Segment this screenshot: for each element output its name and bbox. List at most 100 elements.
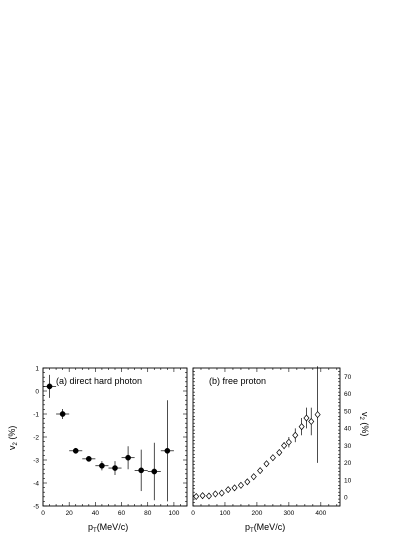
b-marker bbox=[257, 467, 264, 475]
panel-a-title: (a) direct hard photon bbox=[56, 376, 142, 386]
panel-a-data-points bbox=[43, 374, 174, 502]
panel-a-x-axis-label-sub: T bbox=[93, 528, 97, 534]
panel-a-x-axis-label-rest: (MeV/c) bbox=[97, 522, 129, 532]
b-y-tick-label: 50 bbox=[344, 408, 352, 415]
a-data-point bbox=[147, 442, 161, 501]
b-data-point bbox=[250, 473, 257, 481]
b-data-point bbox=[205, 492, 212, 500]
b-marker bbox=[199, 492, 206, 500]
a-y-tick-label: -4 bbox=[33, 480, 39, 487]
a-x-tick-label: 100 bbox=[168, 510, 179, 517]
a-marker bbox=[72, 447, 79, 454]
b-marker bbox=[303, 414, 310, 422]
b-marker bbox=[292, 431, 299, 439]
b-data-point bbox=[237, 481, 244, 489]
a-marker bbox=[85, 456, 92, 462]
b-marker bbox=[218, 489, 225, 497]
panel-b-title: (b) free proton bbox=[209, 376, 266, 386]
a-data-point bbox=[121, 446, 135, 470]
b-data-point bbox=[281, 442, 288, 450]
b-x-tick-label: 100 bbox=[220, 510, 231, 517]
panel-a-frame bbox=[42, 367, 188, 507]
a-marker bbox=[151, 468, 158, 475]
b-marker bbox=[231, 484, 238, 492]
panel-b-x-axis-label-rest: (MeV/c) bbox=[254, 522, 286, 532]
panel-b-y-axis-label-main: v bbox=[360, 412, 370, 417]
a-y-tick-label: 0 bbox=[35, 388, 39, 395]
b-data-point bbox=[244, 478, 251, 486]
b-marker bbox=[285, 438, 292, 446]
b-data-point bbox=[314, 366, 321, 463]
b-data-point bbox=[276, 448, 283, 457]
b-data-point bbox=[269, 454, 276, 462]
b-data-point bbox=[298, 418, 305, 436]
b-marker bbox=[193, 492, 200, 501]
panel-a-x-axis-label: pT(MeV/c) bbox=[88, 522, 128, 534]
b-data-point bbox=[225, 486, 232, 494]
b-data-point bbox=[199, 492, 206, 500]
b-marker bbox=[298, 423, 305, 431]
b-data-point bbox=[257, 467, 264, 475]
panel-a-y-axis-label-sub: 2 bbox=[13, 442, 19, 446]
panel-b-x-axis-label: pT(MeV/c) bbox=[245, 522, 285, 534]
a-x-tick-label: 0 bbox=[41, 510, 45, 517]
panel-b-free-proton: (b) free proton 0 100 200 300 400 0 10 20 30 40 50… bbox=[191, 366, 370, 534]
a-y-tick-label: -5 bbox=[33, 503, 39, 510]
b-y-tick-label: 0 bbox=[344, 495, 348, 502]
a-marker bbox=[125, 454, 131, 461]
a-y-tick-label: -1 bbox=[33, 411, 39, 418]
b-x-tick-label: 200 bbox=[251, 510, 262, 517]
b-y-tick-label: 20 bbox=[344, 460, 352, 467]
b-data-point bbox=[292, 428, 299, 443]
b-marker bbox=[212, 490, 219, 498]
b-y-tick-label: 40 bbox=[344, 426, 352, 433]
b-marker bbox=[308, 417, 315, 426]
panel-b-y-axis-label-sub: 2 bbox=[358, 417, 364, 421]
panel-a-direct-hard-photon: (a) direct hard photon 0 20 40 60 80 100-5-4-… bbox=[7, 365, 188, 534]
a-data-point bbox=[69, 447, 83, 454]
b-y-tick-label: 10 bbox=[344, 477, 352, 484]
b-data-point bbox=[231, 484, 238, 492]
b-marker bbox=[263, 460, 270, 468]
a-marker bbox=[138, 467, 145, 474]
a-y-tick-label: -2 bbox=[33, 434, 39, 441]
a-data-point bbox=[108, 461, 122, 475]
b-data-point bbox=[303, 407, 310, 429]
a-data-point bbox=[134, 449, 148, 492]
b-marker bbox=[281, 442, 288, 450]
panel-b-x-axis-label-main: p bbox=[245, 522, 250, 532]
panel-b-y-axis-label: v2 (%) bbox=[358, 412, 370, 436]
b-marker bbox=[276, 448, 283, 457]
a-data-point bbox=[95, 461, 109, 471]
panel-a-ticks bbox=[42, 367, 188, 507]
panel-a-x-axis-label-main: p bbox=[88, 522, 93, 532]
a-marker bbox=[59, 411, 66, 417]
a-marker bbox=[99, 462, 105, 469]
b-data-point bbox=[212, 490, 219, 498]
b-y-tick-label: 60 bbox=[344, 391, 352, 398]
panel-a-y-axis-label-main: v bbox=[7, 445, 17, 450]
b-marker bbox=[237, 481, 244, 489]
a-x-tick-label: 80 bbox=[144, 510, 152, 517]
b-marker bbox=[314, 411, 321, 419]
b-marker bbox=[225, 486, 232, 494]
b-data-point bbox=[263, 460, 270, 468]
b-x-tick-label: 0 bbox=[191, 510, 195, 517]
b-data-point bbox=[218, 489, 225, 497]
a-marker bbox=[164, 447, 171, 454]
panel-a-y-axis-label: v2 (%) bbox=[7, 426, 19, 450]
panel-b-data-points bbox=[193, 366, 321, 501]
b-x-tick-label: 300 bbox=[283, 510, 294, 517]
b-y-tick-label: 30 bbox=[344, 443, 352, 450]
panel-a-y-axis-label-rest: (%) bbox=[7, 426, 17, 443]
b-x-tick-label: 400 bbox=[315, 510, 326, 517]
b-marker bbox=[205, 492, 212, 500]
a-data-point bbox=[43, 374, 57, 398]
panel-b-ticks bbox=[192, 367, 340, 507]
a-data-point bbox=[82, 456, 96, 462]
b-data-point bbox=[193, 492, 200, 501]
a-y-tick-label: -3 bbox=[33, 457, 39, 464]
a-data-point bbox=[56, 408, 70, 420]
panel-b-tick-labels: 0 100 200 300 400 0 10 20 30 40 50 60 70 bbox=[191, 374, 351, 517]
b-data-point bbox=[285, 437, 292, 448]
